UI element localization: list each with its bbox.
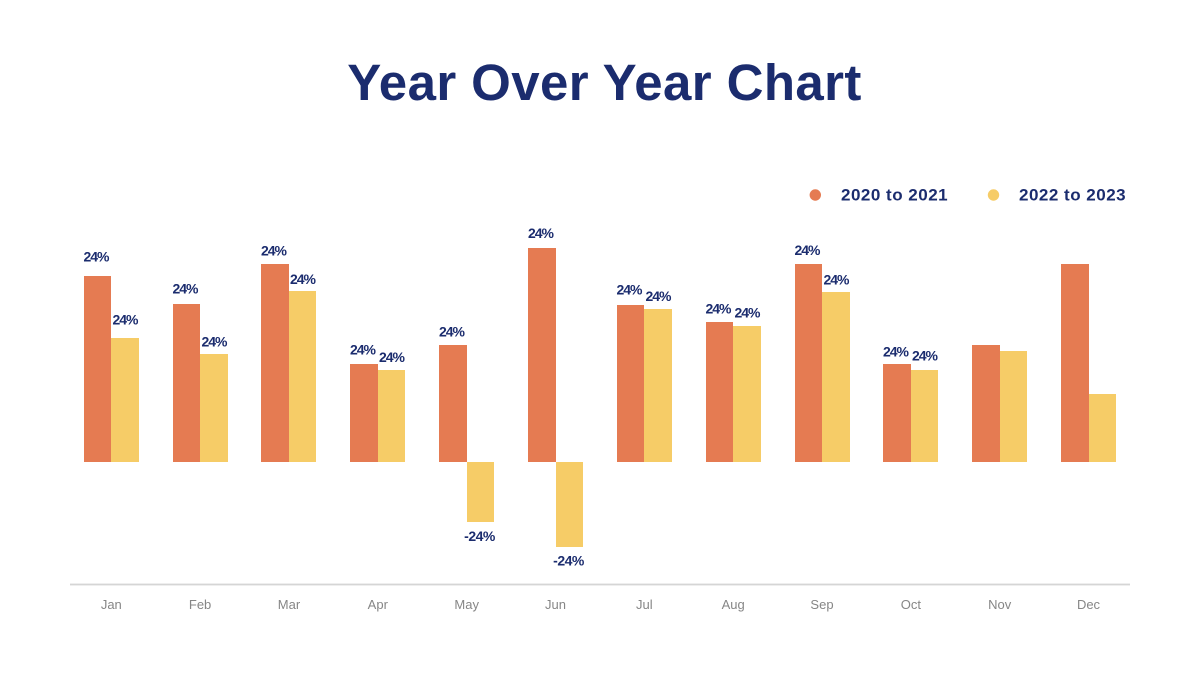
- svg-text:-24%: -24%: [553, 553, 585, 569]
- svg-text:24%: 24%: [201, 334, 228, 350]
- svg-text:Mar: Mar: [278, 597, 301, 612]
- svg-text:Feb: Feb: [189, 597, 211, 612]
- svg-text:24%: 24%: [112, 312, 139, 328]
- svg-text:24%: 24%: [616, 282, 643, 298]
- svg-text:24%: 24%: [290, 271, 317, 287]
- svg-text:24%: 24%: [912, 348, 939, 364]
- svg-text:24%: 24%: [172, 281, 199, 297]
- svg-text:24%: 24%: [645, 288, 672, 304]
- svg-text:24%: 24%: [823, 272, 850, 288]
- svg-text:Dec: Dec: [1077, 597, 1101, 612]
- svg-text:Jan: Jan: [101, 597, 122, 612]
- svg-text:2022 to 2023: 2022 to 2023: [1019, 186, 1126, 205]
- svg-text:-24%: -24%: [464, 528, 496, 544]
- svg-text:Apr: Apr: [368, 597, 389, 612]
- svg-text:Aug: Aug: [722, 597, 745, 612]
- svg-text:24%: 24%: [528, 225, 555, 241]
- svg-text:Jul: Jul: [636, 597, 653, 612]
- svg-text:24%: 24%: [705, 301, 732, 317]
- svg-text:Nov: Nov: [988, 597, 1012, 612]
- svg-text:24%: 24%: [439, 324, 466, 340]
- svg-text:24%: 24%: [350, 342, 377, 358]
- svg-text:24%: 24%: [83, 249, 110, 265]
- svg-text:24%: 24%: [883, 344, 910, 360]
- svg-text:May: May: [454, 597, 479, 612]
- svg-text:Year Over Year Chart: Year Over Year Chart: [347, 54, 862, 111]
- svg-text:Sep: Sep: [810, 597, 833, 612]
- svg-text:24%: 24%: [794, 242, 821, 258]
- svg-text:24%: 24%: [734, 305, 761, 321]
- svg-text:2020 to 2021: 2020 to 2021: [841, 186, 948, 205]
- svg-text:Oct: Oct: [901, 597, 922, 612]
- svg-text:24%: 24%: [379, 349, 406, 365]
- svg-text:24%: 24%: [261, 243, 288, 259]
- svg-text:Jun: Jun: [545, 597, 566, 612]
